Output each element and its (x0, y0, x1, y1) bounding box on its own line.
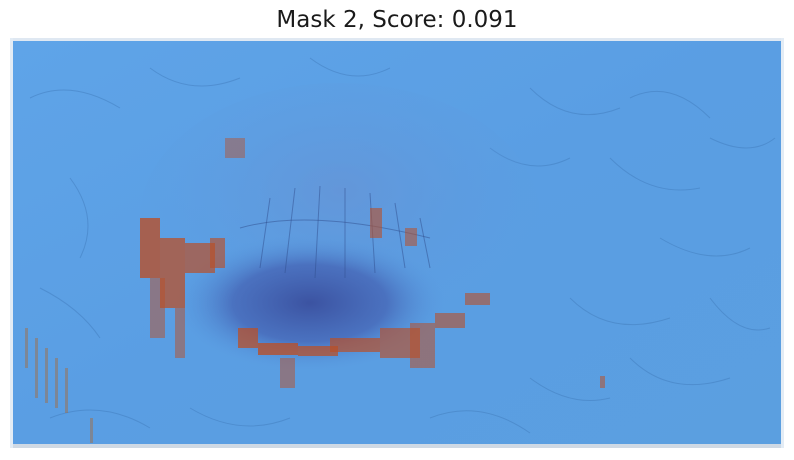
figure-title: Mask 2, Score: 0.091 (276, 7, 518, 33)
masked-skin-image (10, 38, 784, 448)
skin-texture (29, 57, 776, 434)
lesion-edge-pixels (140, 138, 605, 388)
